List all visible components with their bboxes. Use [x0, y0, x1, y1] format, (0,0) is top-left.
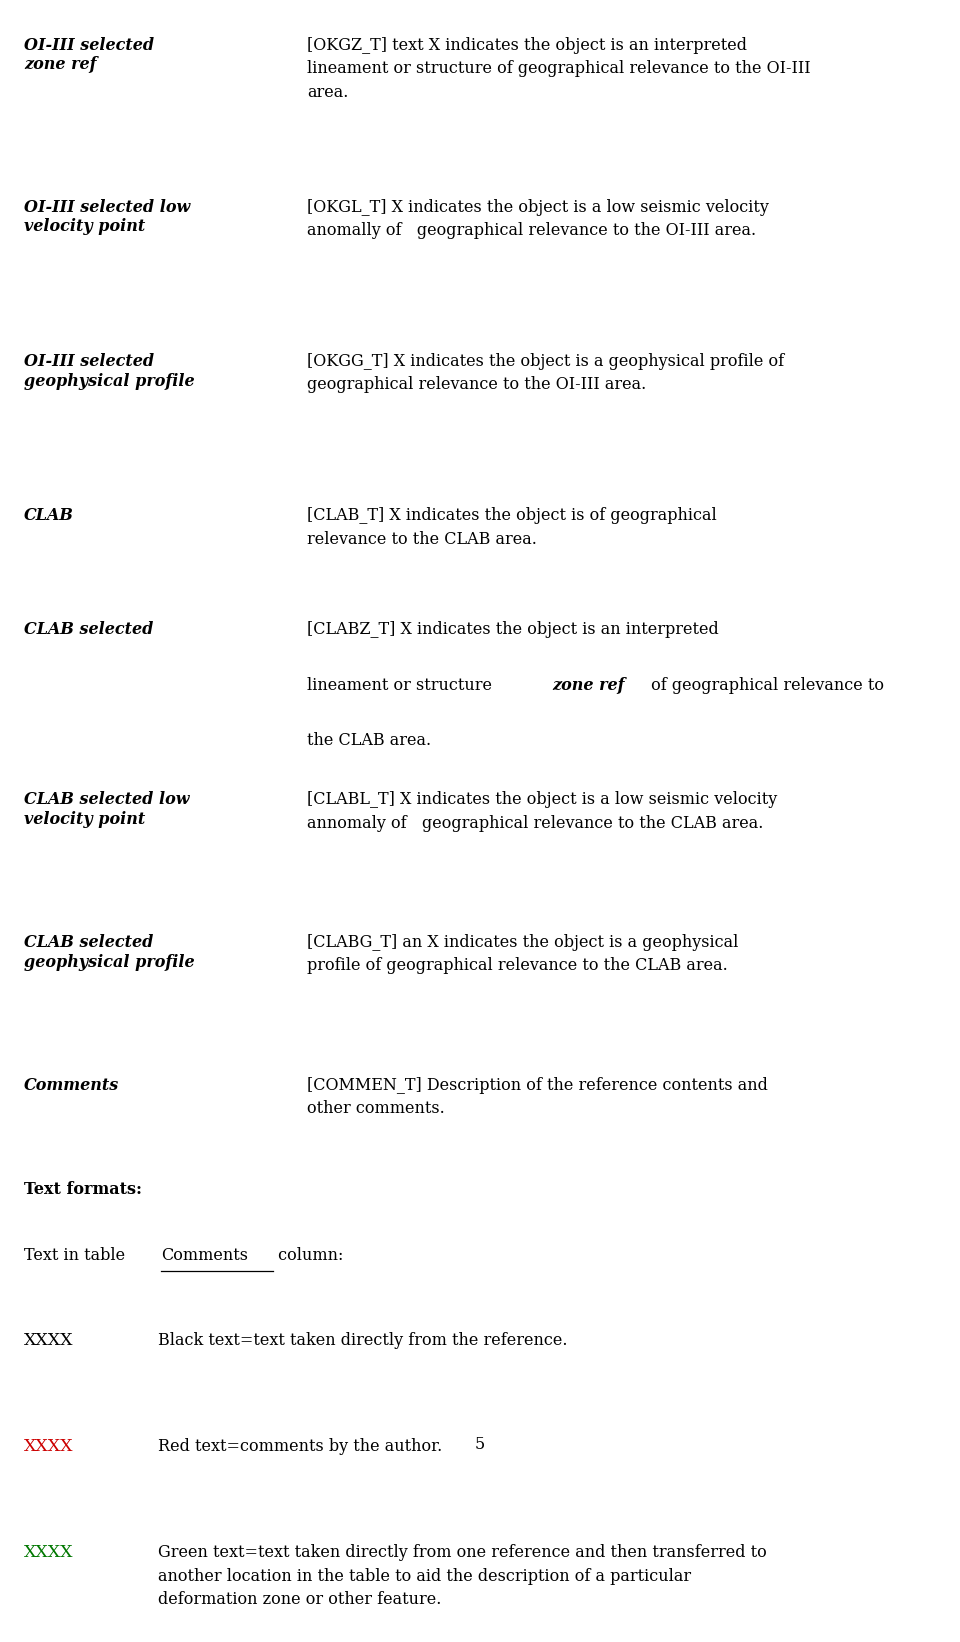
Text: [COMMEN_T] Description of the reference contents and
other comments.: [COMMEN_T] Description of the reference … [307, 1077, 768, 1117]
Text: Text formats:: Text formats: [24, 1181, 142, 1199]
Text: Comments: Comments [24, 1077, 119, 1094]
Text: the CLAB area.: the CLAB area. [307, 732, 431, 749]
Text: of geographical relevance to: of geographical relevance to [646, 677, 884, 693]
Text: CLAB selected low
velocity point: CLAB selected low velocity point [24, 791, 189, 828]
Text: OI-III selected
geophysical profile: OI-III selected geophysical profile [24, 353, 195, 389]
Text: XXXX: XXXX [24, 1333, 74, 1350]
Text: [CLABG_T] an X indicates the object is a geophysical
profile of geographical rel: [CLABG_T] an X indicates the object is a… [307, 934, 738, 974]
Text: CLAB: CLAB [24, 507, 74, 524]
Text: zone ref: zone ref [553, 677, 625, 693]
Text: [CLABZ_T] X indicates the object is an interpreted: [CLABZ_T] X indicates the object is an i… [307, 621, 719, 637]
Text: Text in table: Text in table [24, 1248, 131, 1264]
Text: [CLAB_T] X indicates the object is of geographical
relevance to the CLAB area.: [CLAB_T] X indicates the object is of ge… [307, 507, 717, 548]
Text: CLAB selected
geophysical profile: CLAB selected geophysical profile [24, 934, 195, 970]
Text: column:: column: [274, 1248, 344, 1264]
Text: [OKGL_T] X indicates the object is a low seismic velocity
anomally of   geograph: [OKGL_T] X indicates the object is a low… [307, 199, 769, 240]
Text: lineament or structure: lineament or structure [307, 677, 497, 693]
Text: XXXX: XXXX [24, 1438, 74, 1455]
Text: Green text=text taken directly from one reference and then transferred to
anothe: Green text=text taken directly from one … [158, 1543, 767, 1608]
Text: 5: 5 [475, 1437, 485, 1453]
Text: XXXX: XXXX [24, 1543, 74, 1562]
Text: CLAB selected: CLAB selected [24, 621, 154, 637]
Text: [OKGG_T] X indicates the object is a geophysical profile of
geographical relevan: [OKGG_T] X indicates the object is a geo… [307, 353, 784, 394]
Text: Red text=comments by the author.: Red text=comments by the author. [158, 1438, 443, 1455]
Text: OI-III selected low
velocity point: OI-III selected low velocity point [24, 199, 190, 235]
Text: OI-III selected
zone ref: OI-III selected zone ref [24, 36, 155, 74]
Text: [OKGZ_T] text X indicates the object is an interpreted
lineament or structure of: [OKGZ_T] text X indicates the object is … [307, 36, 811, 100]
Text: Comments: Comments [161, 1248, 248, 1264]
Text: [CLABL_T] X indicates the object is a low seismic velocity
annomaly of   geograp: [CLABL_T] X indicates the object is a lo… [307, 791, 778, 832]
Text: Black text=text taken directly from the reference.: Black text=text taken directly from the … [158, 1333, 568, 1350]
